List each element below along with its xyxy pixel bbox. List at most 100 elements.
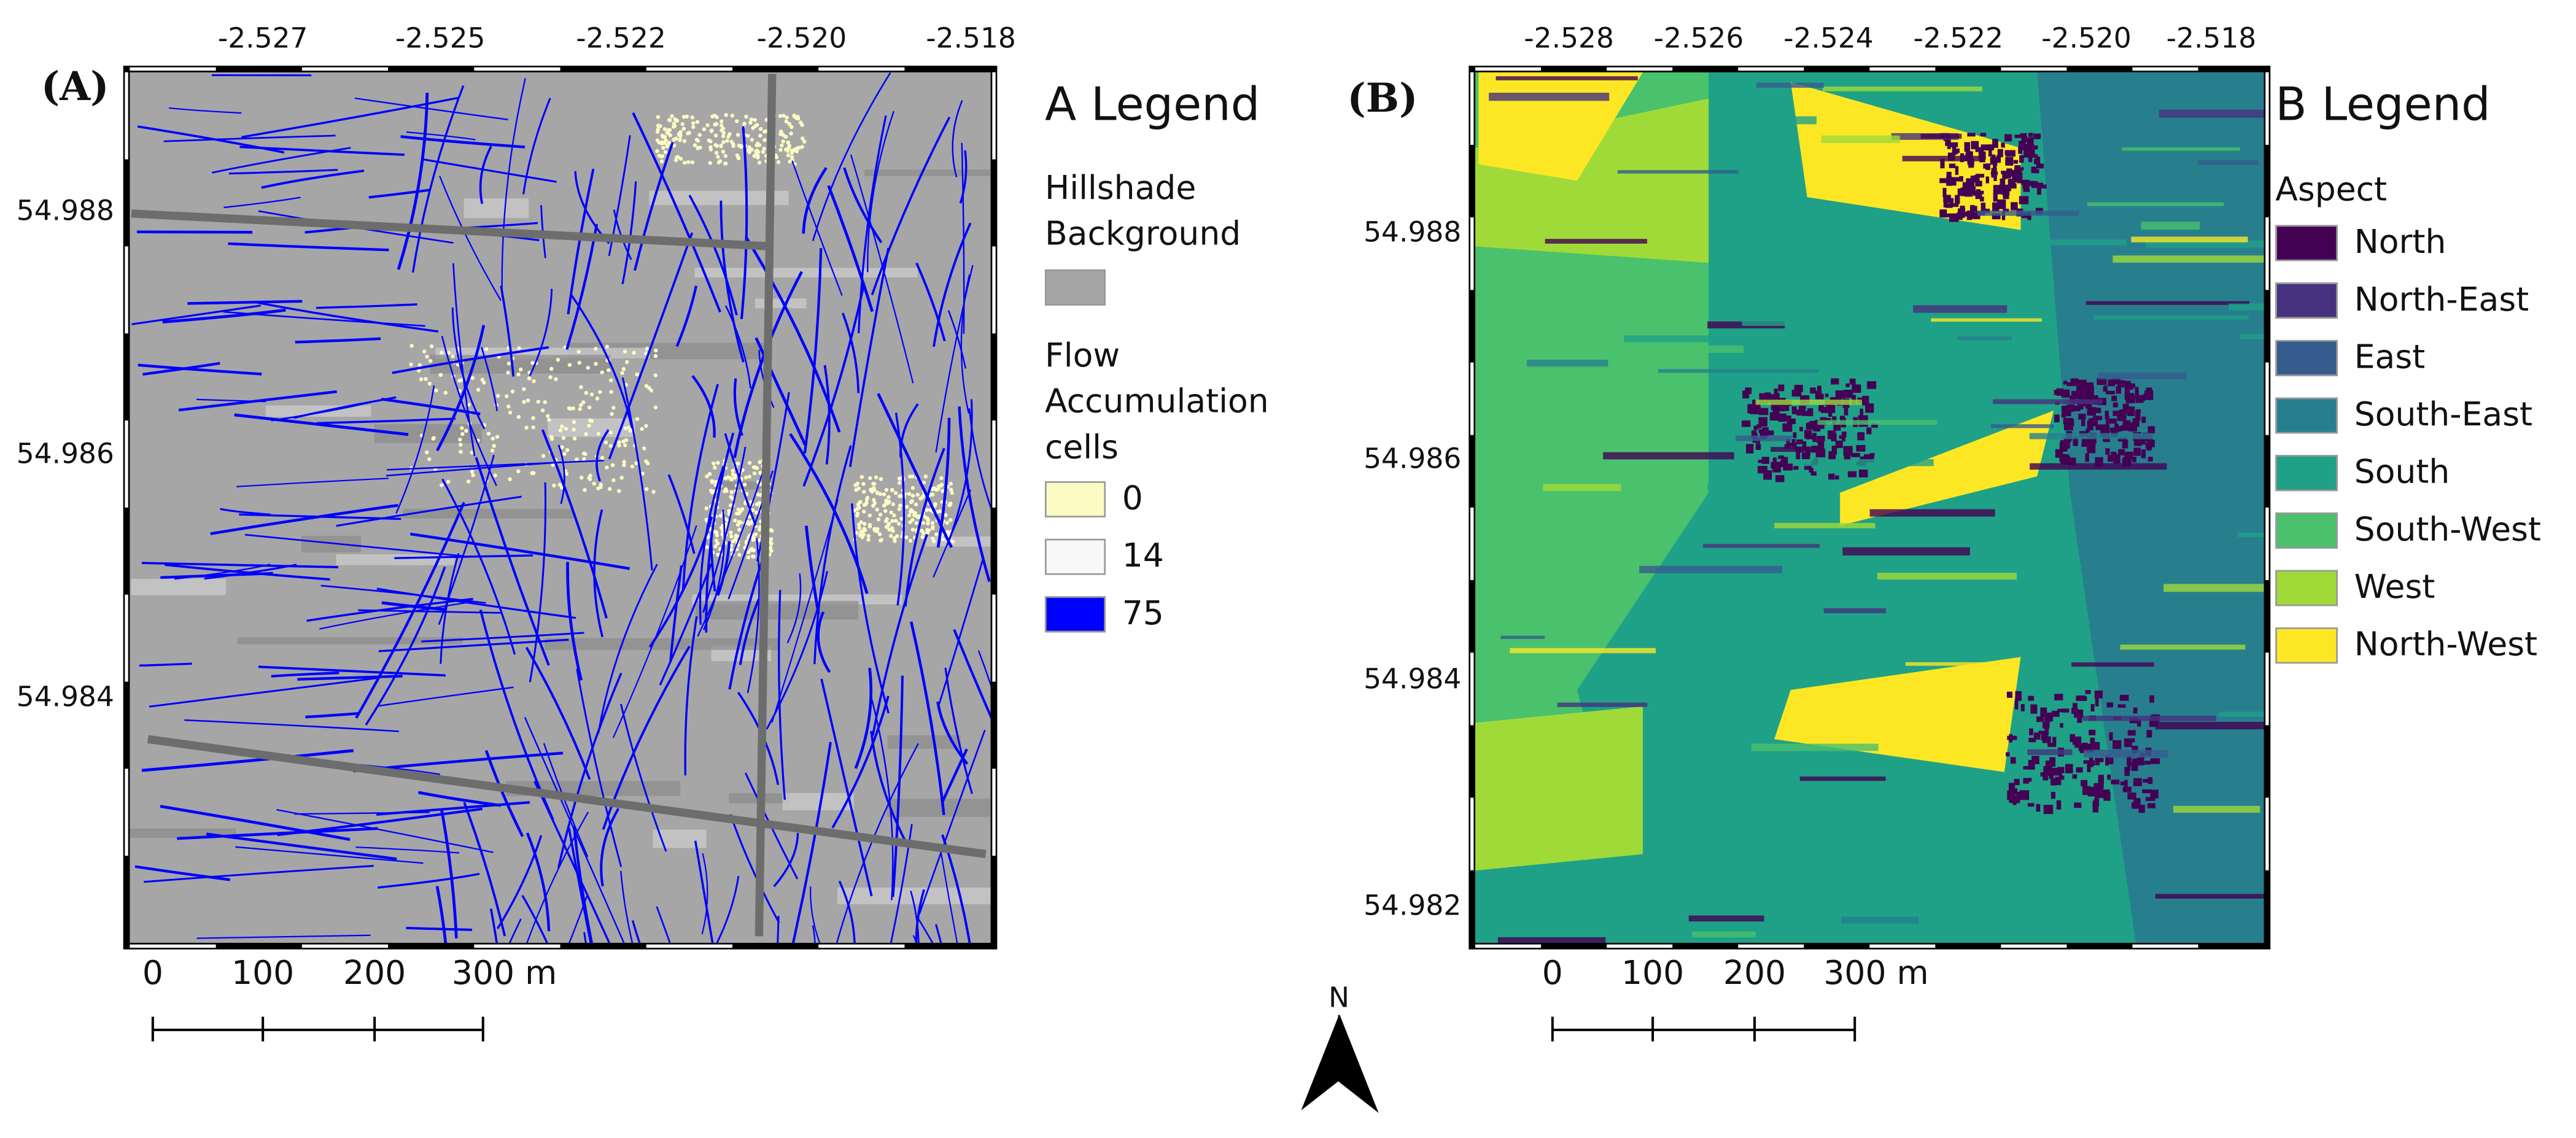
flat-cells [897,522,901,526]
aspect-north [1944,213,1950,218]
aspect-north [2131,738,2135,743]
aspect-north [2033,133,2041,139]
flat-cells [508,477,512,481]
aspect-north [2019,155,2024,163]
aspect-streak [2030,463,2167,470]
flow-line [850,154,914,384]
aspect-north [2074,744,2081,748]
aspect-north [2019,196,2029,204]
flat-cells [797,145,801,150]
flat-cells [729,534,734,539]
aspect-north [1950,180,1957,186]
flat-cells [742,122,747,126]
aspect-north [2083,760,2090,764]
aspect-streak [1869,509,1995,517]
flow-line [441,478,516,655]
flat-cells [893,539,897,543]
flat-cells [950,490,954,495]
flow-line [162,308,286,323]
aspect-streak [1489,93,1610,101]
flat-cells [783,134,788,139]
flat-cells [708,147,713,152]
flow-line [724,433,757,526]
scale-label: 0 [1542,953,1563,993]
aspect-north [2112,402,2118,408]
flow-line [729,814,780,924]
flow-line [891,675,904,897]
flow-line [406,926,472,931]
aspect-north [2021,136,2027,142]
flow-line [600,808,620,887]
aspect-north [1828,473,1835,480]
aspect-streak [1543,484,1621,491]
flat-cells [532,379,536,384]
aspect-north [2122,420,2131,426]
flat-cells [712,461,716,466]
flat-cells [640,427,644,432]
aspect-north [2044,728,2049,735]
flat-cells [858,500,863,505]
flat-cells [949,487,953,492]
flat-cells [562,452,567,456]
y-tick-label: 54.984 [16,681,114,715]
aspect-north [2112,410,2120,416]
aspect-north [1831,433,1837,442]
flat-cells [737,143,741,148]
aspect-north [2006,752,2010,757]
flat-cells [600,455,605,460]
border-segment [992,246,996,334]
flat-cells [882,492,886,497]
aspect-north [1975,191,1982,199]
legend-swatch [2275,455,2338,492]
aspect-north [1955,166,1959,175]
aspect-north [1946,176,1952,186]
flat-cells [736,155,740,160]
aspect-north [1796,409,1805,416]
map-b [1475,72,2264,943]
flow-line [619,703,667,852]
aspect-streak [1822,87,1982,91]
aspect-streak [1591,300,1667,307]
aspect-north [2145,443,2152,449]
flow-line [355,846,460,854]
aspect-north [1817,436,1824,443]
panel-label: (B) [1347,74,1418,122]
flow-line [803,248,823,454]
aspect-north [2127,762,2131,770]
flat-cells [909,500,914,505]
aspect-streak [2219,608,2264,613]
flow-line [365,566,446,726]
flow-line [977,650,991,687]
aspect-north [2081,780,2088,787]
flat-cells [908,538,913,543]
aspect-north [2040,707,2047,718]
flat-cells [459,449,463,454]
flow-line [733,271,803,459]
x-tick-label: -2.526 [1653,23,1744,56]
flat-cells [794,149,799,153]
aspect-north [2008,783,2015,791]
aspect-north [1946,204,1953,208]
aspect-north [2132,746,2138,753]
aspect-north [1997,149,2003,158]
aspect-north [1980,144,1990,151]
flat-cells [748,548,753,552]
aspect-north [2070,734,2075,742]
aspect-north [2125,426,2135,431]
aspect-north [1801,452,1810,460]
flat-cells [908,520,912,525]
flat-cells [884,525,889,529]
aspect-streak [1603,452,1734,460]
border-segment [992,768,996,856]
legend-label: 0 [1122,478,1143,517]
aspect-north [2105,411,2109,419]
legend-swatch [1044,596,1106,633]
flow-line [376,587,576,619]
flow-line [960,274,971,414]
aspect-north [1942,188,1947,197]
x-tick-label: -2.525 [395,23,486,56]
aspect-north [1993,172,1997,182]
flat-cells [747,460,752,465]
flat-cells [723,153,727,158]
